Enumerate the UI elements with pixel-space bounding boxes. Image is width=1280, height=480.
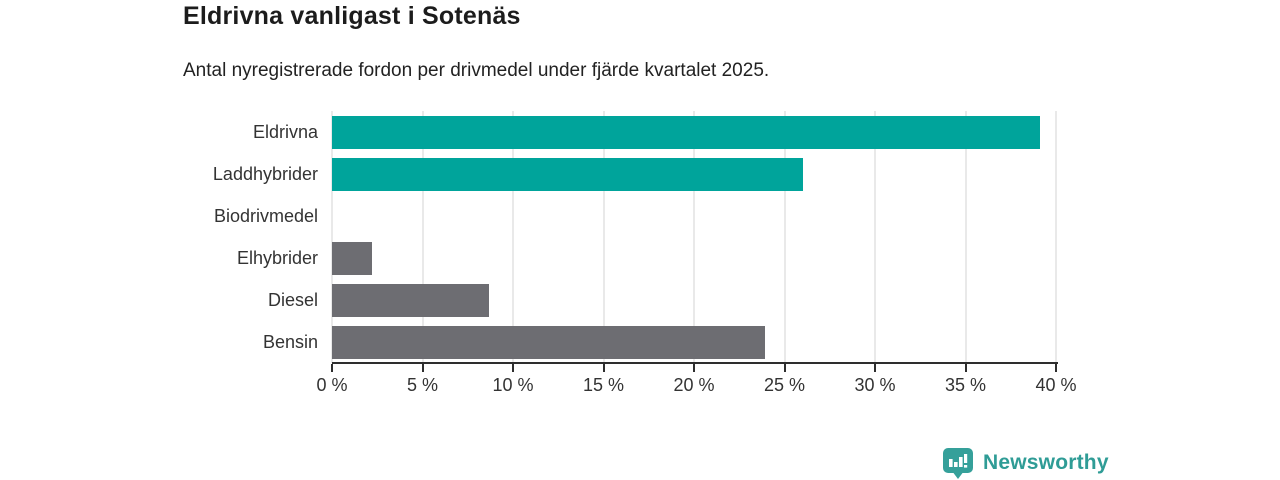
x-tick-label: 30 % (854, 375, 896, 395)
bar-bensin (332, 325, 765, 359)
bar-row (332, 153, 1056, 195)
x-tick (783, 364, 786, 372)
brand-name: Newsworthy (983, 451, 1109, 474)
gridline (421, 111, 424, 363)
brand-logo: Newsworthy (941, 446, 1109, 480)
x-tick-label: 5 % (406, 375, 439, 395)
gridline (602, 111, 605, 363)
gridline (331, 111, 333, 363)
x-tick-label: 25 % (763, 375, 806, 395)
x-tick (964, 364, 967, 372)
x-tick (693, 364, 695, 372)
category-label: Biodrivmedel (213, 206, 318, 226)
gridline (874, 111, 876, 363)
category-label: Laddhybrider (212, 164, 318, 184)
gridline (964, 111, 967, 363)
x-tick-label: 15 % (582, 375, 625, 395)
bar-row (332, 279, 1056, 321)
bar-eldrivna (332, 115, 1040, 149)
gridline (512, 111, 514, 363)
category-label: Elhybrider (236, 248, 318, 268)
category-axis-labels: Eldrivna Laddhybrider Biodrivmedel Elhybrid… (160, 111, 318, 363)
chart-title: Eldrivna vanligast i Sotenäs (183, 2, 521, 30)
x-tick (512, 364, 514, 372)
x-tick (421, 364, 424, 372)
x-tick-label: 40 % (1035, 375, 1077, 395)
bar-row (332, 321, 1056, 363)
x-tick-label: 10 % (492, 375, 534, 395)
gridline (783, 111, 786, 363)
x-tick (602, 364, 605, 372)
x-tick-label: 20 % (673, 375, 715, 395)
bar-row (332, 111, 1056, 153)
x-axis-line (332, 362, 1058, 364)
category-label: Eldrivna (252, 122, 318, 142)
gridline (1055, 111, 1057, 363)
category-label: Bensin (262, 332, 318, 352)
bar-diesel (332, 283, 490, 317)
bar-row (332, 195, 1056, 237)
bar-chart-pin-icon (941, 446, 975, 480)
bar-row (332, 237, 1056, 279)
chart-subtitle: Antal nyregistrerade fordon per drivmede… (183, 60, 770, 81)
x-axis: 0 % 5 % 10 % 15 % 20 % 25 % 30 % 35 % 40 % (316, 364, 1077, 404)
gridline (693, 111, 695, 363)
plot-area (331, 111, 1057, 363)
x-tick (874, 364, 876, 372)
x-tick-label: 35 % (944, 375, 987, 395)
bar-elhybrider (332, 241, 372, 275)
x-tick-label: 0 % (316, 375, 348, 395)
x-tick (331, 364, 333, 372)
x-tick (1055, 364, 1057, 372)
bar-laddhybrider (332, 157, 803, 191)
category-label: Diesel (267, 290, 318, 310)
